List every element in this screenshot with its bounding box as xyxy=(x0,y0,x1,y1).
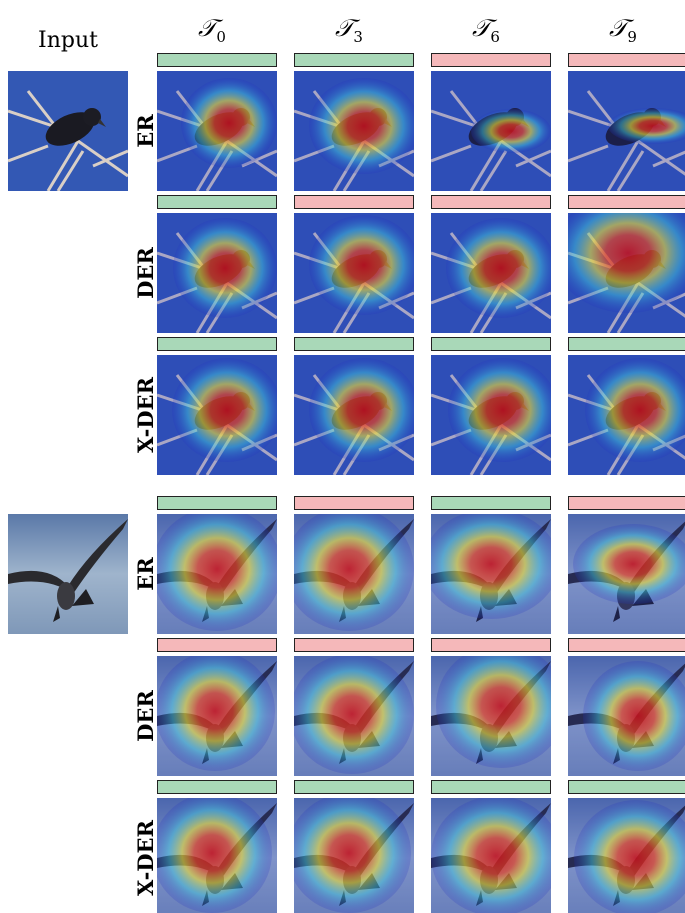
heatmap-image xyxy=(152,793,277,913)
correctness-bar xyxy=(295,338,414,351)
correctness-bar xyxy=(158,497,277,510)
correctness-bar xyxy=(569,338,685,351)
correctness-bar xyxy=(432,196,551,209)
input-image xyxy=(8,71,128,191)
heatmap-image xyxy=(553,193,685,333)
heatmap-image xyxy=(152,507,282,634)
column-header: 𝒯3 xyxy=(335,14,363,46)
heatmap-image xyxy=(431,796,561,913)
correctness-bar xyxy=(158,781,277,794)
row-label: DER xyxy=(133,690,158,742)
heatmap-image xyxy=(568,355,685,475)
figure: Input 𝒯0 𝒯3 𝒯6 𝒯9 ER DER X-DER ER DER X-DER xyxy=(0,0,685,913)
heatmap-image xyxy=(155,651,277,776)
correctness-bar xyxy=(295,196,414,209)
heatmap-image xyxy=(431,644,566,776)
correctness-bar xyxy=(569,497,685,510)
column-header: 𝒯6 xyxy=(472,14,500,46)
heatmap-image xyxy=(157,71,277,191)
heatmap-image xyxy=(568,798,685,913)
correctness-bar xyxy=(295,497,414,510)
heatmap-image xyxy=(287,793,414,913)
heatmap-image xyxy=(294,355,419,475)
heatmap-image xyxy=(284,507,414,634)
heatmap-image xyxy=(294,71,419,191)
correctness-bar xyxy=(569,54,685,67)
correctness-bar xyxy=(432,497,551,510)
heatmap-image xyxy=(568,71,685,191)
column-header: 𝒯9 xyxy=(609,14,637,46)
row-label: ER xyxy=(133,557,158,591)
heatmap-image xyxy=(157,355,282,475)
row-label: X-DER xyxy=(133,376,158,452)
correctness-bar xyxy=(432,781,551,794)
input-image xyxy=(8,514,128,634)
correctness-bar xyxy=(432,54,551,67)
correctness-bar xyxy=(295,781,414,794)
input-label: Input xyxy=(38,28,98,53)
row-label: ER xyxy=(133,114,158,148)
correctness-bar xyxy=(569,781,685,794)
heatmap-image xyxy=(290,654,414,776)
heatmap-image xyxy=(157,213,277,333)
heatmap-image xyxy=(423,509,559,634)
correctness-bar xyxy=(158,639,277,652)
column-header: 𝒯0 xyxy=(198,14,226,46)
correctness-bar xyxy=(158,54,277,67)
heatmap-image xyxy=(568,656,685,776)
correctness-bar xyxy=(569,639,685,652)
correctness-bar xyxy=(432,639,551,652)
correctness-bar xyxy=(158,338,277,351)
heatmap-image xyxy=(431,213,556,333)
heatmap-image xyxy=(431,355,558,475)
row-label: DER xyxy=(133,247,158,299)
heatmap-image xyxy=(294,213,419,333)
correctness-bar xyxy=(432,338,551,351)
correctness-bar xyxy=(569,196,685,209)
heatmap-image xyxy=(568,514,685,634)
correctness-bar xyxy=(158,196,277,209)
correctness-bar xyxy=(295,54,414,67)
heatmap-image xyxy=(431,71,551,191)
row-label: X-DER xyxy=(133,819,158,895)
correctness-bar xyxy=(295,639,414,652)
